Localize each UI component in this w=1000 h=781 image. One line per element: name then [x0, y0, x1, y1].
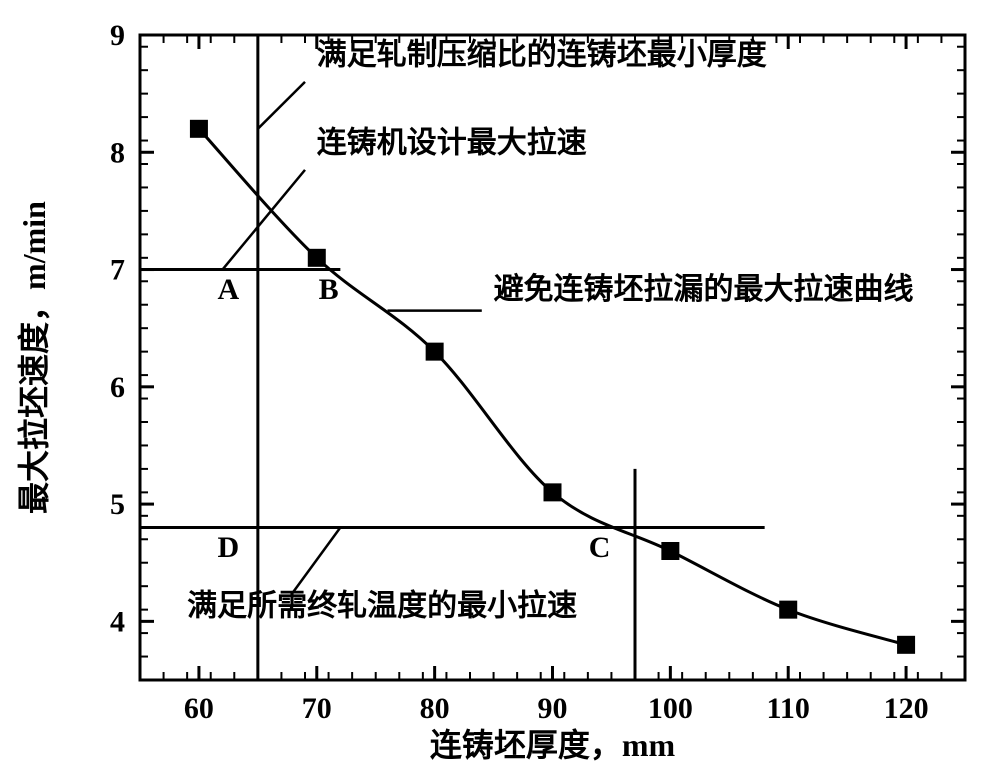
- y-tick-label: 8: [110, 136, 125, 169]
- chart-svg: 60 70 80 90 100 110 120 4 5 6 7 8 9 连铸坯厚度，mm 最大拉坯速度，m/…: [0, 0, 1000, 781]
- data-marker: [308, 249, 326, 267]
- leader-min_speed_temp: [293, 528, 340, 593]
- y-tick-label: 5: [110, 488, 125, 521]
- x-tick-label: 60: [184, 692, 214, 725]
- data-marker: [897, 636, 915, 654]
- x-tick-label: 80: [420, 692, 450, 725]
- data-marker: [544, 483, 562, 501]
- annotation-min_speed_temp: 满足所需终轧温度的最小拉速: [187, 589, 577, 623]
- y-tick-label: 9: [110, 19, 125, 52]
- x-axis-title: 连铸坯厚度，mm: [430, 727, 676, 763]
- data-marker: [661, 542, 679, 560]
- y-tick-label: 6: [110, 371, 125, 404]
- x-tick-label: 110: [767, 692, 810, 725]
- x-tick-label: 70: [302, 692, 332, 725]
- annotation-max_design_speed: 连铸机设计最大拉速: [317, 125, 587, 159]
- x-tick-label: 90: [538, 692, 568, 725]
- y-tick-label: 7: [110, 254, 125, 287]
- data-marker: [779, 601, 797, 619]
- corner-label-B: B: [319, 273, 339, 306]
- annotation-min_thickness: 满足轧制压缩比的连铸坯最小厚度: [317, 38, 767, 71]
- chart-container: 60 70 80 90 100 110 120 4 5 6 7 8 9 连铸坯厚度，mm 最大拉坯速度，m/…: [0, 0, 1000, 781]
- data-marker: [426, 343, 444, 361]
- leader-max_design_speed: [223, 170, 306, 270]
- y-axis-title: 最大拉坯速度，m/min: [16, 201, 52, 514]
- x-tick-label: 120: [884, 692, 929, 725]
- data-marker: [190, 120, 208, 138]
- y-tick-label: 4: [110, 605, 125, 638]
- corner-label-A: A: [218, 273, 240, 306]
- leader-min_thickness: [258, 82, 305, 129]
- corner-label-D: D: [218, 531, 240, 564]
- corner-label-C: C: [589, 531, 611, 564]
- annotation-breakout_curve: 避免连铸坯拉漏的最大拉速曲线: [494, 272, 914, 306]
- fit-curve: [199, 129, 906, 645]
- x-tick-label: 100: [648, 692, 693, 725]
